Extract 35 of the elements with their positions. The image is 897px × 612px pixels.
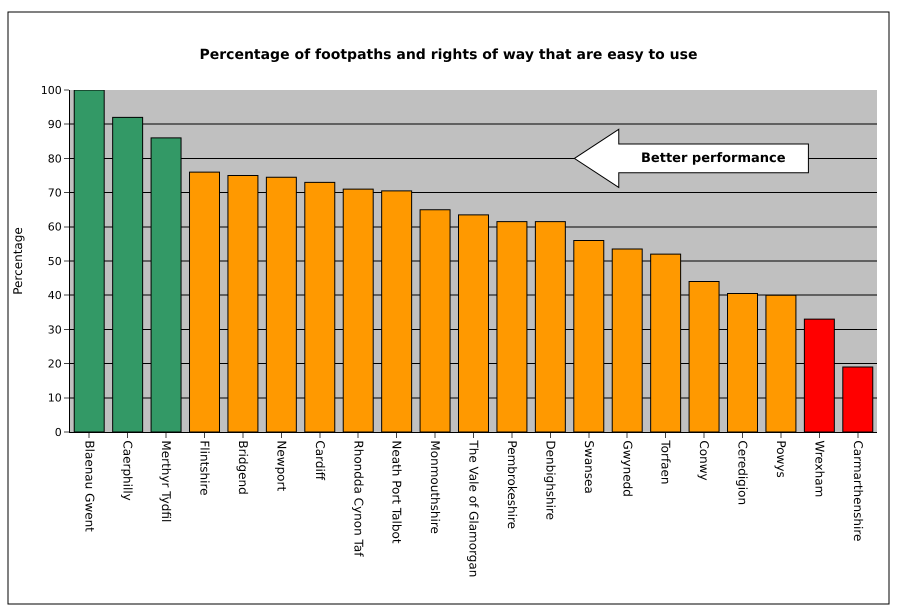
y-tick-label: 30 bbox=[48, 323, 62, 336]
x-tick-label: Neath Port Talbot bbox=[390, 440, 404, 544]
y-tick-label: 0 bbox=[54, 426, 62, 439]
x-tick-label: Caerphilly bbox=[120, 440, 135, 501]
y-axis-title: Percentage bbox=[11, 227, 26, 295]
x-tick-label: Rhondda Cynon Taf bbox=[351, 440, 366, 558]
x-tick-label: Merthyr Tydfil bbox=[159, 440, 174, 522]
x-tick-label: Newport bbox=[274, 440, 288, 492]
y-tick-label: 100 bbox=[40, 84, 62, 97]
x-tick-label: Conwy bbox=[697, 440, 712, 481]
x-tick-label: Swansea bbox=[582, 440, 596, 494]
x-tick-label: Bridgend bbox=[236, 440, 250, 495]
annotation: Better performance bbox=[641, 151, 786, 166]
x-tick-label: Cardiff bbox=[312, 440, 327, 481]
x-tick-label: Pembrokeshire bbox=[505, 440, 520, 530]
y-tick-label: 80 bbox=[48, 152, 62, 166]
x-tick-label: Blaenau Gwent bbox=[82, 440, 96, 532]
x-tick-label: The Vale of Glamorgan bbox=[466, 439, 481, 578]
y-tick-label: 60 bbox=[48, 220, 62, 234]
x-tick-label: Denbighshire bbox=[543, 440, 558, 520]
y-tick-label: 10 bbox=[48, 392, 62, 405]
y-tick-label: 90 bbox=[48, 118, 62, 132]
y-tick-label: 20 bbox=[48, 357, 62, 370]
x-tick-label: Gwynedd bbox=[620, 440, 634, 497]
chart-title: Percentage of footpaths and rights of way that are easy to use bbox=[200, 46, 698, 63]
x-tick-label: Wrexham bbox=[812, 440, 826, 498]
x-tick-label: Monmouthshire bbox=[428, 440, 442, 534]
x-tick-label: Torfaen bbox=[658, 439, 673, 485]
y-tick-label: 70 bbox=[48, 186, 62, 200]
x-tick-label: Carmarthenshire bbox=[850, 440, 865, 542]
y-tick-label: 50 bbox=[48, 254, 62, 268]
x-tick-label: Powys bbox=[774, 440, 788, 478]
x-tick-label: Flintshire bbox=[198, 440, 212, 496]
y-tick-label: 40 bbox=[48, 289, 62, 302]
x-tick-label: Ceredigion bbox=[736, 440, 750, 506]
